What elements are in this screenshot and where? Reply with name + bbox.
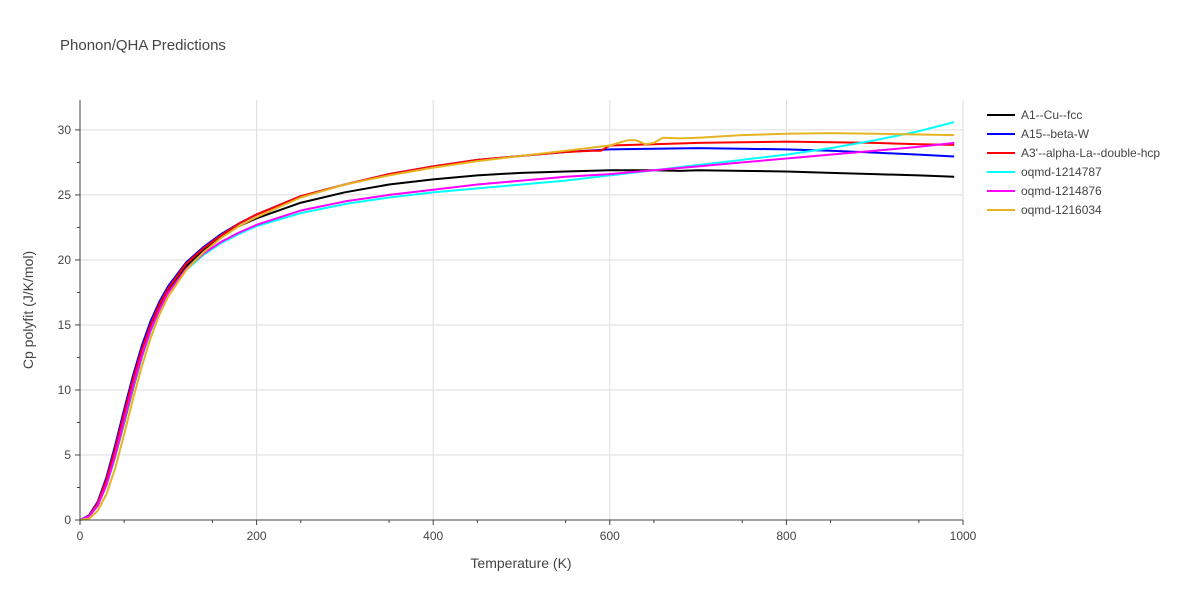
legend-item[interactable]: A15--beta-W [987, 127, 1090, 141]
series-line-2 [79, 140, 955, 521]
legend-label: oqmd-1214787 [1021, 165, 1102, 179]
legend-label: oqmd-1214876 [1021, 184, 1102, 198]
y-tick-label: 0 [64, 513, 71, 527]
series-line-0 [79, 169, 955, 521]
legend-item[interactable]: oqmd-1214787 [987, 165, 1102, 179]
y-tick-label: 25 [58, 188, 72, 202]
series-line-1 [79, 147, 955, 521]
x-tick-label: 1000 [950, 529, 977, 543]
y-tick-label: 20 [58, 253, 72, 267]
y-tick-label: 10 [58, 383, 72, 397]
legend-item[interactable]: oqmd-1216034 [987, 203, 1102, 217]
y-tick-label: 15 [58, 318, 72, 332]
legend-item[interactable]: A3'--alpha-La--double-hcp [987, 146, 1160, 160]
y-tick-label: 30 [58, 123, 72, 137]
legend-label: A3'--alpha-La--double-hcp [1021, 146, 1160, 160]
legend-item[interactable]: oqmd-1214876 [987, 184, 1102, 198]
legend: A1--Cu--fcc A15--beta-W A3'--alpha-La--dou… [987, 108, 1160, 217]
legend-label: A15--beta-W [1021, 127, 1090, 141]
series-line-4 [79, 141, 955, 521]
series-lines [79, 121, 955, 521]
x-tick-label: 0 [77, 529, 84, 543]
x-tick-label: 200 [247, 529, 267, 543]
ticks: 0 200 400 600 800 1000 0 5 10 15 20 25 30 [58, 123, 977, 543]
y-axis-label: Cp polyfit (J/K/mol) [20, 251, 36, 369]
legend-label: A1--Cu--fcc [1021, 108, 1082, 122]
x-tick-label: 400 [423, 529, 443, 543]
x-tick-label: 600 [600, 529, 620, 543]
x-axis-label: Temperature (K) [470, 555, 571, 571]
y-tick-label: 5 [64, 448, 71, 462]
chart-title: Phonon/QHA Predictions [60, 37, 226, 54]
legend-label: oqmd-1216034 [1021, 203, 1102, 217]
legend-item[interactable]: A1--Cu--fcc [987, 108, 1082, 122]
x-tick-label: 800 [776, 529, 796, 543]
axes [79, 100, 963, 521]
grid [80, 100, 964, 520]
series-line-5 [79, 132, 955, 521]
